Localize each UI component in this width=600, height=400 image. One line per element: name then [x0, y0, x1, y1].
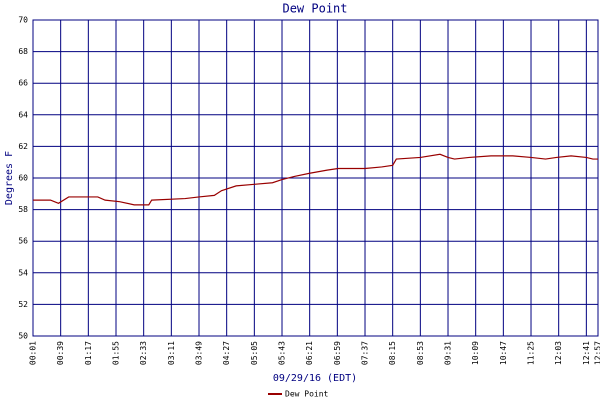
y-tick-label: 64	[18, 110, 28, 119]
y-tick-label: 70	[18, 16, 28, 25]
x-tick-label: 00:01	[29, 341, 38, 365]
data-line	[33, 153, 598, 206]
x-tick-label: 06:59	[333, 341, 342, 365]
x-tick-label: 05:43	[278, 341, 287, 365]
x-tick-label: 10:09	[471, 341, 480, 365]
y-axis-label: Degrees F	[4, 151, 15, 205]
y-tick-label: 58	[18, 205, 28, 214]
y-tick-label: 62	[18, 142, 28, 151]
x-tick-label: 12:57	[594, 341, 600, 365]
x-tick-label: 10:47	[499, 341, 508, 365]
legend-label: Dew Point	[285, 390, 329, 399]
x-tick-label: 09:31	[444, 341, 453, 365]
x-tick-label: 03:49	[195, 341, 204, 365]
x-tick-label: 01:17	[84, 341, 93, 365]
x-axis-label: 09/29/16 (EDT)	[273, 373, 357, 384]
plot-border	[32, 19, 599, 337]
x-tick-label: 12:03	[554, 341, 563, 365]
x-tick-label: 11:25	[527, 341, 536, 365]
y-tick-label: 66	[18, 79, 28, 88]
x-tick-label: 06:21	[305, 341, 314, 365]
y-tick-label: 54	[18, 268, 28, 277]
y-tick-label: 60	[18, 174, 28, 183]
x-tick-label: 00:39	[56, 341, 65, 365]
x-tick-label: 08:53	[416, 341, 425, 365]
x-tick-label: 03:11	[167, 341, 176, 365]
x-tick-label: 04:27	[222, 341, 231, 365]
x-tick-label: 08:15	[388, 341, 397, 365]
x-tick-label: 07:37	[361, 341, 370, 365]
x-tick-label: 02:33	[139, 341, 148, 365]
y-tick-label: 50	[18, 332, 28, 341]
y-tick-label: 56	[18, 237, 28, 246]
x-tick-label: 12:41	[582, 341, 591, 365]
y-tick-label: 68	[18, 47, 28, 56]
chart-title: Dew Point	[282, 2, 347, 16]
x-tick-label: 01:55	[112, 341, 121, 365]
x-tick-label: 05:05	[250, 341, 259, 365]
y-tick-label: 52	[18, 300, 28, 309]
